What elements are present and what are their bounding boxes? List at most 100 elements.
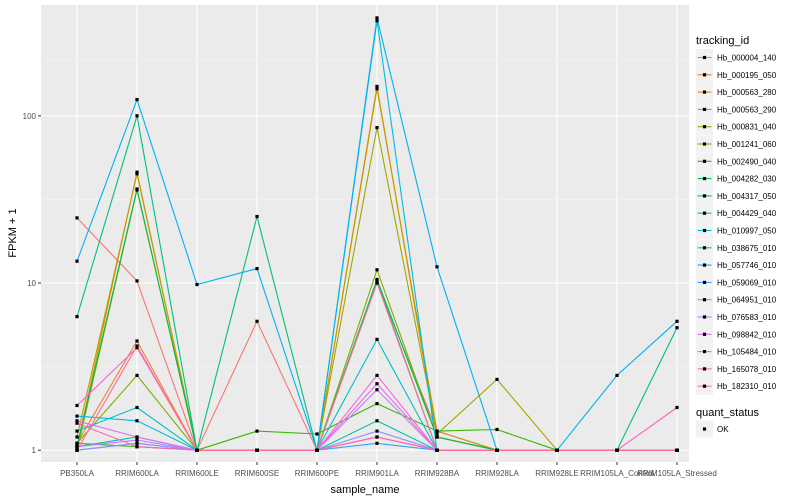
data-point — [75, 441, 79, 445]
data-point — [75, 315, 79, 319]
data-point — [495, 427, 499, 432]
data-point — [135, 279, 139, 283]
data-point — [315, 432, 319, 436]
legend-key-point — [702, 177, 707, 181]
y-axis: 1 10 100 — [23, 112, 41, 455]
x-tick-label: RRIM600LA — [115, 469, 159, 478]
data-point — [135, 114, 139, 118]
data-point — [435, 448, 439, 452]
data-point — [135, 435, 139, 439]
legend-key-point — [702, 332, 707, 336]
legend-label: Hb_098842_010 — [717, 330, 777, 339]
data-point — [495, 448, 499, 452]
y-tick-label: 100 — [23, 112, 37, 121]
legend-label: Hb_004317_050 — [717, 192, 777, 201]
data-points — [75, 16, 679, 452]
data-point — [675, 405, 679, 410]
y-tick-label: 1 — [32, 446, 37, 455]
data-point — [675, 448, 679, 452]
data-point — [75, 216, 79, 220]
legend-label: Hb_002490_040 — [717, 157, 777, 166]
legend-key-point — [702, 211, 707, 215]
x-axis: PB350LA RRIM600LA RRIM600LE RRIM600SE RRIM60… — [60, 462, 717, 478]
legend-key-point — [702, 280, 707, 284]
data-point — [495, 377, 499, 381]
legend-key-point — [702, 194, 707, 198]
x-tick-label: RRIM105LA_Control — [580, 469, 654, 478]
legend-key-point — [702, 263, 707, 267]
data-point — [135, 405, 139, 410]
data-point — [375, 402, 379, 406]
legend-label: Hb_000195_050 — [717, 71, 777, 80]
legend-label: Hb_165078_010 — [717, 365, 777, 374]
data-point — [375, 373, 379, 377]
data-point — [75, 421, 79, 425]
quant-legend-title: quant_status — [696, 407, 759, 419]
data-point — [135, 98, 139, 102]
data-point — [75, 259, 79, 263]
x-tick-label: RRIM928LA — [475, 469, 519, 478]
tracking-id-legend: tracking_id Hb_000004_140 Hb_000195_050 Hb… — [696, 35, 777, 395]
legend-label: Hb_000563_280 — [717, 88, 777, 97]
data-point — [75, 414, 79, 418]
data-point — [135, 172, 139, 176]
data-point — [255, 319, 259, 323]
legend-key-point — [702, 107, 707, 111]
data-point — [375, 419, 379, 423]
data-point — [375, 268, 379, 272]
data-point — [375, 382, 379, 386]
legend-label: Hb_057746_010 — [717, 261, 777, 270]
legend-key-point — [702, 159, 707, 163]
x-tick-label: RRIM600LE — [175, 469, 219, 478]
major-gridlines — [41, 5, 689, 462]
data-point — [375, 126, 379, 130]
x-tick-label: RRIM928BA — [415, 469, 460, 478]
data-point — [555, 448, 559, 452]
data-point — [135, 438, 139, 442]
legend-label: Hb_038675_010 — [717, 244, 777, 253]
legend-label: Hb_004429_040 — [717, 209, 777, 218]
data-point — [135, 419, 139, 423]
data-point — [375, 281, 379, 285]
x-tick-label: RRIM928LE — [535, 469, 579, 478]
legend-key-point — [702, 142, 707, 146]
data-point — [375, 429, 379, 433]
legend-key-point — [702, 125, 707, 129]
data-point — [375, 441, 379, 445]
data-point — [135, 441, 139, 445]
x-tick-label: RRIM901LA — [355, 469, 399, 478]
legend-label: Hb_000831_040 — [717, 123, 777, 132]
data-point — [375, 279, 379, 283]
legend-key-point — [702, 246, 707, 250]
legend-label: Hb_105484_010 — [717, 348, 777, 357]
data-point — [255, 429, 259, 433]
legend-label: Hb_000004_140 — [717, 54, 777, 63]
data-point — [375, 435, 379, 439]
x-axis-title: sample_name — [330, 484, 399, 496]
data-point — [375, 388, 379, 392]
legend-key-point — [702, 298, 707, 302]
data-point — [675, 319, 679, 323]
data-point — [675, 326, 679, 330]
x-tick-label: RRIM600SE — [235, 469, 279, 478]
x-tick-label: PB350LA — [60, 469, 94, 478]
data-point — [195, 282, 199, 287]
data-point — [255, 214, 259, 219]
legend-label: OK — [717, 425, 729, 434]
y-axis-title: FPKM + 1 — [7, 208, 19, 257]
y-tick-label: 10 — [27, 279, 36, 288]
data-point — [75, 429, 79, 433]
data-point — [435, 435, 439, 439]
data-point — [195, 448, 199, 452]
data-point — [375, 87, 379, 91]
data-point — [435, 429, 439, 433]
plot-panel — [41, 5, 689, 462]
legend-key-point — [702, 228, 707, 233]
legend-label: Hb_182310_010 — [717, 382, 777, 391]
data-point — [615, 373, 619, 377]
legend-label: Hb_064951_010 — [717, 296, 777, 305]
legend-label: Hb_004282_030 — [717, 175, 777, 184]
data-point — [75, 448, 79, 452]
data-point — [75, 403, 79, 408]
